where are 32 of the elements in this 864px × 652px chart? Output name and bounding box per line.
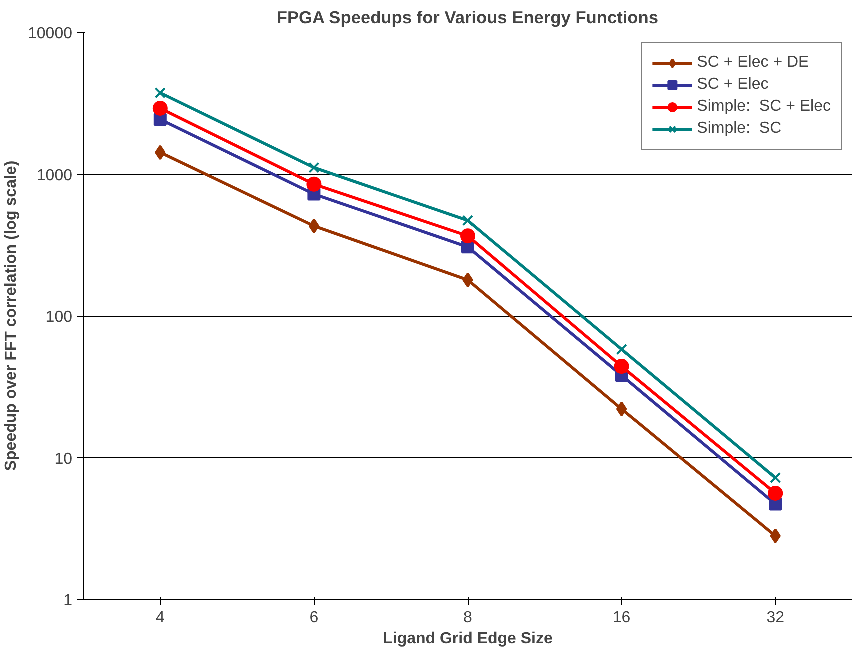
legend-label: Simple: SC + Elec bbox=[697, 98, 831, 116]
point bbox=[770, 472, 782, 484]
point bbox=[614, 359, 630, 374]
y-axis-title: Speedup over FFT correlation (log scale) bbox=[3, 160, 20, 472]
y-tick-label: 1000 bbox=[36, 167, 73, 184]
point bbox=[308, 218, 320, 234]
point bbox=[308, 162, 320, 174]
point bbox=[155, 145, 166, 160]
x-tick-label: 8 bbox=[464, 610, 473, 626]
legend-label: Simple: SC bbox=[697, 120, 782, 138]
y-tick-label: 10 bbox=[54, 450, 73, 468]
point bbox=[616, 402, 628, 417]
x-tick-label: 4 bbox=[156, 610, 165, 626]
y-tick-label: 1 bbox=[64, 592, 73, 610]
x-axis-title: Ligand Grid Edge Size bbox=[383, 630, 553, 648]
chart-title: FPGA Speedups for Various Energy Functions bbox=[276, 8, 658, 28]
x-tick-label: 16 bbox=[612, 610, 631, 626]
legend-label: SC + Elec + DE bbox=[697, 54, 810, 72]
x-tick-label: 32 bbox=[766, 610, 785, 626]
point bbox=[460, 228, 476, 244]
point bbox=[616, 344, 628, 356]
point bbox=[306, 176, 322, 192]
point bbox=[462, 215, 474, 226]
point bbox=[152, 101, 168, 116]
y-tick-label: 100 bbox=[46, 309, 73, 326]
legend-label: SC + Elec bbox=[697, 76, 769, 94]
y-tick-label: 10000 bbox=[28, 26, 73, 42]
point bbox=[462, 272, 474, 288]
point bbox=[768, 486, 784, 501]
x-tick-label: 6 bbox=[310, 610, 319, 626]
point bbox=[154, 87, 166, 99]
point bbox=[770, 528, 781, 544]
